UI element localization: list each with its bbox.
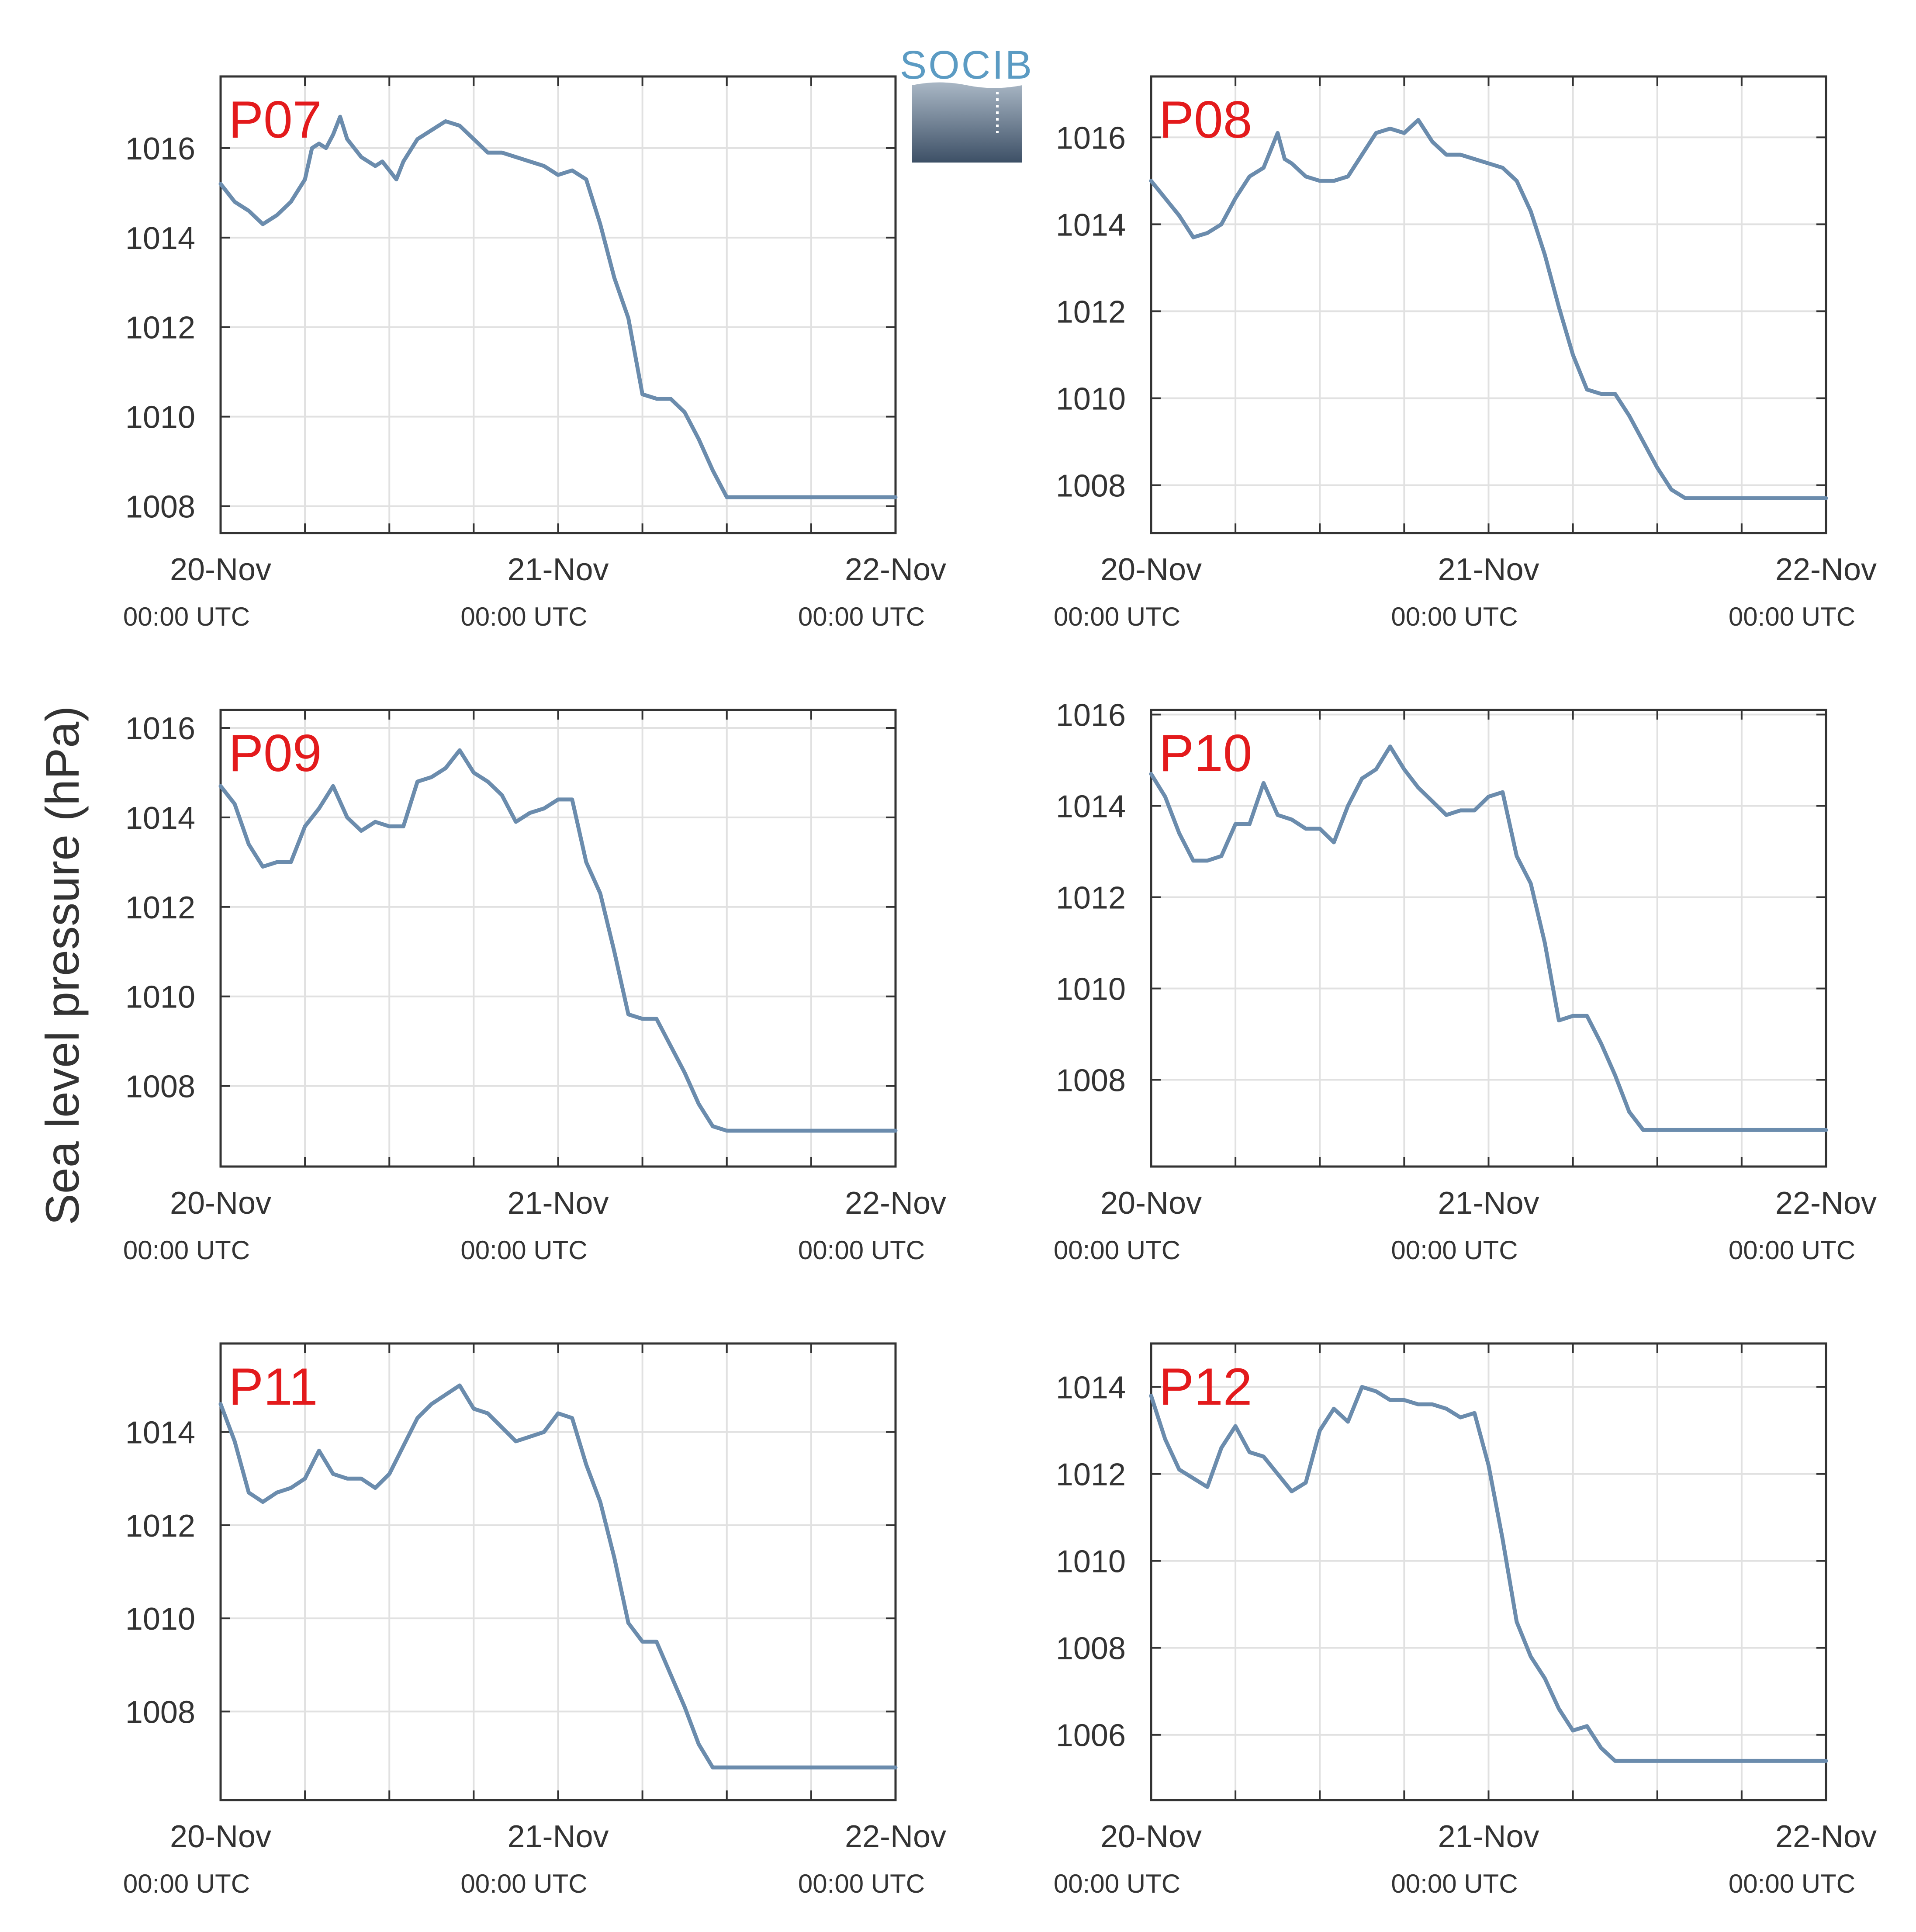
y-tick-label: 1012: [125, 1509, 195, 1544]
y-tick-label: 1010: [1056, 1544, 1126, 1579]
y-tick-label: 1012: [1056, 880, 1126, 915]
y-axis-label: Sea level pressure (hPa): [36, 706, 89, 1226]
y-tick-label: 1014: [125, 221, 195, 256]
x-tick-label: 20-Nov: [1100, 552, 1202, 587]
y-tick-label: 1012: [125, 890, 195, 925]
panel-grid: 1008 1010 1012 1014 1016 20-Nov 00:00 UTC 21-No…: [123, 75, 1877, 1898]
x-tick-label: 22-Nov: [845, 552, 946, 587]
y-tick-label: 1014: [1056, 1371, 1126, 1406]
x-tick-label: 22-Nov: [845, 1186, 946, 1221]
y-tick-label: 1016: [1056, 698, 1126, 733]
y-tick-label: 1010: [1056, 381, 1126, 416]
panel-label: P09: [228, 724, 322, 782]
x-tick-sublabel: 00:00 UTC: [460, 1236, 587, 1265]
x-tick-label: 21-Nov: [1438, 1186, 1539, 1221]
panel-p12: 1006 1008 1010 1012 1014 20-Nov 00:00 UTC 21-No…: [1054, 1342, 1877, 1898]
panel-p10: 1008 1010 1012 1014 1016 20-Nov 00:00 UTC 21-No…: [1054, 698, 1877, 1265]
series-line: [218, 114, 898, 499]
y-tick-label: 1010: [125, 1602, 195, 1637]
panel-p07: 1008 1010 1012 1014 1016 20-Nov 00:00 UTC 21-No…: [123, 75, 946, 631]
x-tick-label: 22-Nov: [1775, 552, 1877, 587]
x-tick-sublabel: 00:00 UTC: [123, 602, 250, 631]
x-tick-label: 21-Nov: [507, 1819, 609, 1854]
y-tick-label: 1012: [125, 311, 195, 346]
x-tick-sublabel: 00:00 UTC: [798, 1869, 925, 1898]
x-tick-sublabel: 00:00 UTC: [460, 1869, 587, 1898]
x-tick-label: 22-Nov: [845, 1819, 946, 1854]
socib-logo: SOCIB: [900, 43, 1034, 163]
x-tick-label: 20-Nov: [1100, 1819, 1202, 1854]
x-tick-label: 20-Nov: [170, 552, 271, 587]
x-tick-sublabel: 00:00 UTC: [1729, 1869, 1855, 1898]
x-tick-sublabel: 00:00 UTC: [798, 1236, 925, 1265]
x-tick-label: 21-Nov: [1438, 1819, 1539, 1854]
x-tick-label: 20-Nov: [170, 1819, 271, 1854]
y-tick-label: 1016: [125, 711, 195, 746]
series-line: [218, 748, 898, 1133]
x-tick-sublabel: 00:00 UTC: [1729, 602, 1855, 631]
y-tick-label: 1016: [1056, 121, 1126, 156]
y-tick-label: 1014: [1056, 789, 1126, 824]
series-line: [1149, 118, 1828, 500]
axes-box: [1150, 75, 1827, 534]
x-tick-label: 21-Nov: [1438, 552, 1539, 587]
y-tick-label: 1014: [125, 801, 195, 836]
panel-p08: 1008 1010 1012 1014 1016 20-Nov 00:00 UTC 21-No…: [1054, 75, 1877, 631]
y-tick-label: 1014: [1056, 208, 1126, 242]
series-line: [1149, 1385, 1828, 1763]
x-tick-sublabel: 00:00 UTC: [1391, 1869, 1518, 1898]
y-tick-label: 1008: [1056, 469, 1126, 504]
axes-box: [219, 1342, 897, 1801]
panel-label: P08: [1159, 90, 1252, 149]
x-tick-label: 22-Nov: [1775, 1186, 1877, 1221]
x-tick-label: 22-Nov: [1775, 1819, 1877, 1854]
y-tick-label: 1008: [1056, 1063, 1126, 1098]
x-tick-sublabel: 00:00 UTC: [1391, 1236, 1518, 1265]
x-tick-sublabel: 00:00 UTC: [1054, 602, 1180, 631]
y-tick-label: 1008: [1056, 1631, 1126, 1666]
panel-label: P11: [228, 1357, 318, 1416]
y-tick-label: 1010: [1056, 972, 1126, 1007]
y-tick-label: 1012: [1056, 294, 1126, 329]
y-tick-label: 1008: [125, 1070, 195, 1104]
y-tick-label: 1014: [125, 1416, 195, 1451]
x-tick-sublabel: 00:00 UTC: [1729, 1236, 1855, 1265]
x-tick-sublabel: 00:00 UTC: [1391, 602, 1518, 631]
axes-box: [1150, 709, 1827, 1168]
y-tick-label: 1008: [125, 490, 195, 525]
x-tick-sublabel: 00:00 UTC: [1054, 1236, 1180, 1265]
axes-box: [1150, 1342, 1827, 1801]
panel-label: P12: [1159, 1357, 1252, 1416]
panel-p11: 1008 1010 1012 1014 20-Nov 00:00 UTC 21-Nov 00:…: [123, 1342, 946, 1898]
x-tick-label: 20-Nov: [1100, 1186, 1202, 1221]
panel-label: P10: [1159, 724, 1252, 782]
y-tick-label: 1008: [125, 1695, 195, 1730]
x-tick-sublabel: 00:00 UTC: [123, 1236, 250, 1265]
x-tick-sublabel: 00:00 UTC: [123, 1869, 250, 1898]
y-tick-label: 1010: [125, 980, 195, 1015]
x-tick-sublabel: 00:00 UTC: [798, 602, 925, 631]
series-line: [218, 1383, 898, 1769]
x-tick-label: 21-Nov: [507, 552, 609, 587]
y-tick-label: 1012: [1056, 1458, 1126, 1492]
x-tick-sublabel: 00:00 UTC: [1054, 1869, 1180, 1898]
x-tick-label: 20-Nov: [170, 1186, 271, 1221]
series-line: [1149, 744, 1828, 1132]
axes-box: [219, 75, 897, 534]
y-tick-label: 1016: [125, 132, 195, 166]
axes-box: [219, 709, 897, 1168]
panel-p09: 1008 1010 1012 1014 1016 20-Nov 00:00 UTC 21-No…: [123, 709, 946, 1265]
y-tick-label: 1010: [125, 400, 195, 435]
logo-text: SOCIB: [900, 43, 1034, 87]
x-tick-label: 21-Nov: [507, 1186, 609, 1221]
logo-wave: [912, 82, 1022, 163]
x-tick-sublabel: 00:00 UTC: [460, 602, 587, 631]
panel-label: P07: [228, 90, 322, 149]
y-tick-label: 1006: [1056, 1718, 1126, 1753]
